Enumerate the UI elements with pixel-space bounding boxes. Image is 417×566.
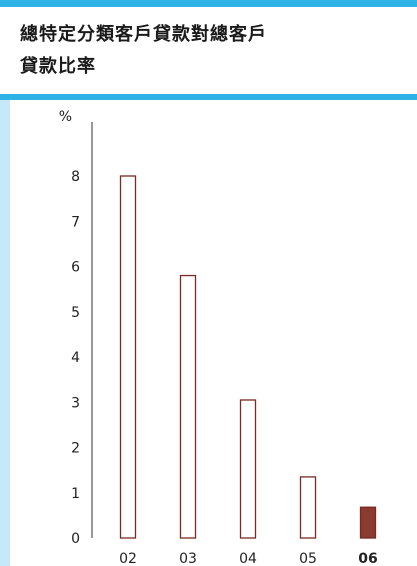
y-tick-label: 7	[71, 214, 80, 230]
y-tick-label: 3	[71, 395, 80, 411]
bar-02	[121, 176, 136, 538]
y-tick-labels: 0 1 2 3 4 5 6 7 8	[71, 169, 80, 547]
bar-05	[301, 477, 316, 538]
bar-04	[241, 400, 256, 538]
y-tick-label: 0	[71, 531, 80, 547]
y-tick-label: 6	[71, 260, 80, 276]
x-tick-label-05: 05	[299, 551, 317, 566]
x-tick-label-04: 04	[239, 551, 257, 566]
bar-series	[121, 176, 376, 538]
y-tick-label: 1	[71, 486, 80, 502]
y-tick-label: 8	[71, 169, 80, 185]
y-tick-label: 4	[71, 350, 80, 366]
x-tick-labels: 02 03 04 05 06	[119, 551, 378, 566]
y-tick-label: 2	[71, 441, 80, 457]
x-tick-label-03: 03	[179, 551, 197, 566]
y-tick-label: 5	[71, 305, 80, 321]
y-axis-unit-label: %	[59, 109, 72, 125]
bar-03	[181, 276, 196, 538]
x-tick-label-02: 02	[119, 551, 137, 566]
x-tick-label-06: 06	[358, 551, 377, 566]
bar-06	[361, 507, 376, 538]
